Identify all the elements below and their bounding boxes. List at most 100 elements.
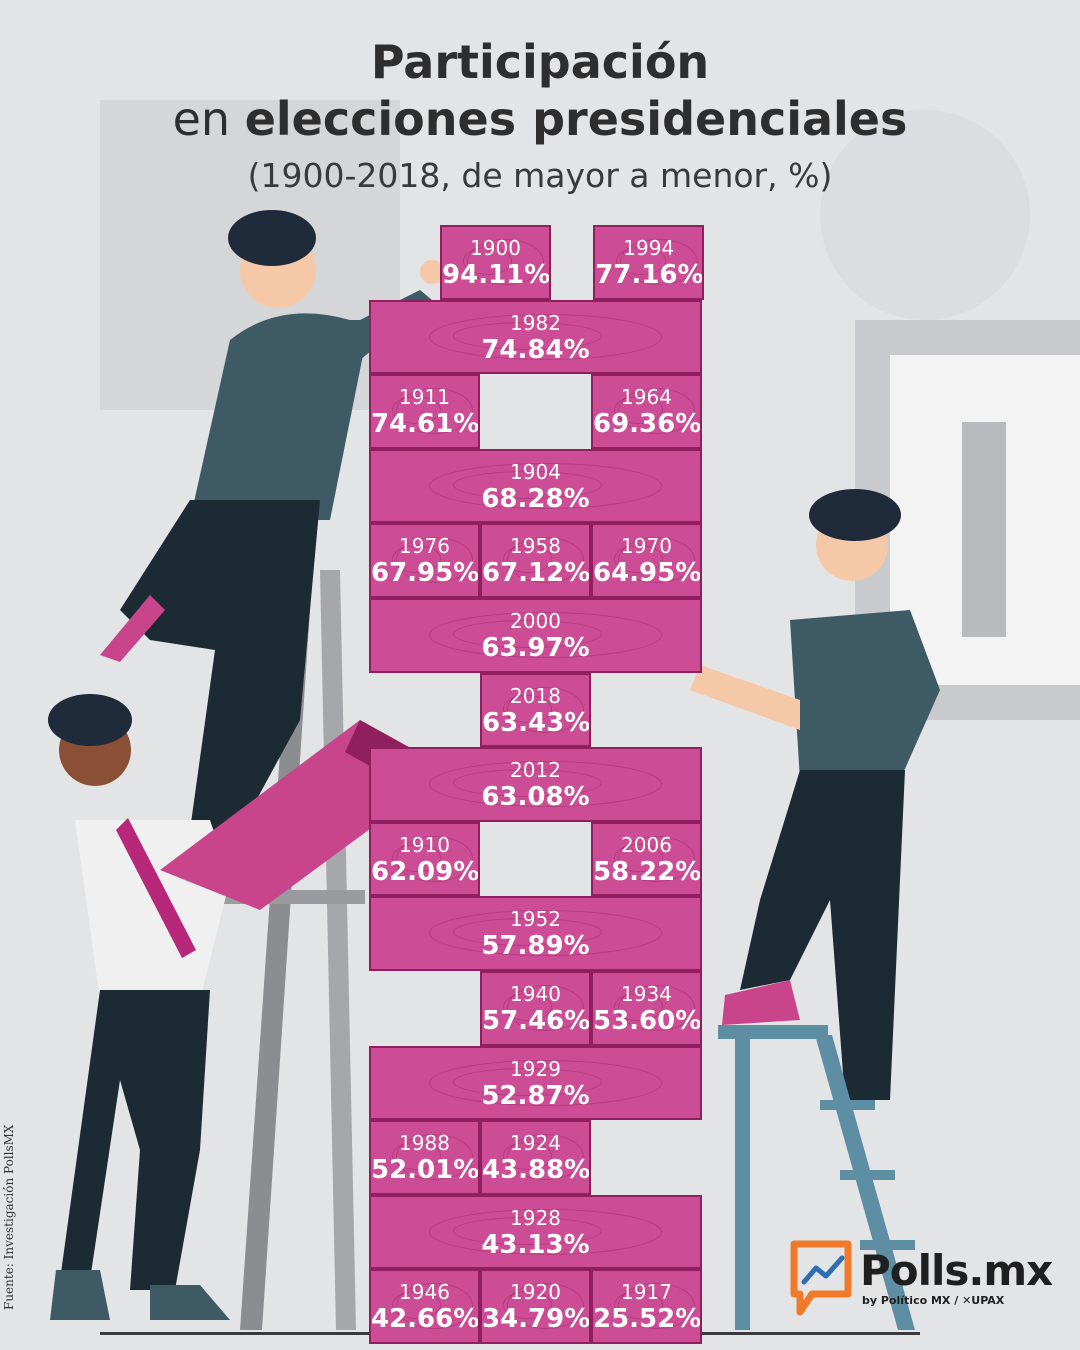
chart-title-line1: Participación [370, 35, 710, 89]
brick-grain [506, 686, 585, 733]
brick-1917: 1917 25.52% [591, 1269, 702, 1344]
brick-value-label: 68.28% [481, 483, 590, 514]
brick-value-label: 77.16% [595, 260, 704, 290]
brick-value-label: 63.43% [482, 707, 591, 738]
brick-1952: 1952 57.89% [369, 896, 702, 971]
pollsmx-logo: Polls.mx by Político MX / ✕UPAX [786, 1236, 1066, 1326]
brick-value-label: 63.97% [481, 633, 590, 663]
chart-title-prefix: en [172, 92, 245, 146]
title-block: Participación en elecciones presidencial… [0, 34, 1080, 202]
brick-year-label: 1952 [510, 907, 561, 932]
brick-1910: 1910 62.09% [369, 821, 480, 897]
brick-1964: 1964 69.36% [591, 374, 702, 449]
brick-grain [395, 388, 474, 435]
brick-grain [428, 761, 663, 808]
brick-grain [428, 313, 663, 360]
brick-1920: 1920 34.79% [480, 1269, 591, 1344]
brick-year-label: 1958 [510, 534, 561, 559]
brick-year-label: 1934 [621, 982, 672, 1006]
brick-grain [395, 537, 474, 584]
brick-1970: 1970 64.95% [591, 523, 702, 598]
brick-grain [619, 239, 698, 285]
brick-1911: 1911 74.61% [369, 374, 480, 449]
brick-year-label: 1917 [621, 1280, 672, 1305]
brick-1900: 1900 94.11% [440, 225, 552, 300]
brick-year-label: 2018 [510, 683, 561, 708]
brick-value-label: 34.79% [482, 1304, 591, 1335]
brick-year-label: 2000 [510, 609, 561, 633]
brick-1904: 1904 68.28% [369, 448, 702, 524]
brick-value-label: 69.36% [593, 409, 702, 440]
pollsmx-logo-icon [790, 1240, 852, 1316]
brick-year-label: 1946 [399, 1280, 450, 1305]
brick-year-label: 1964 [621, 385, 672, 410]
brick-1988: 1988 52.01% [369, 1120, 480, 1195]
brick-grain [395, 1134, 474, 1181]
brick-grain [395, 1283, 474, 1330]
logo-tagline: by Político MX / ✕UPAX [862, 1294, 1005, 1307]
background-frame-slot [962, 422, 1006, 637]
brick-2006: 2006 58.22% [591, 821, 702, 897]
brick-value-label: 63.08% [481, 782, 590, 813]
brick-1982: 1982 74.84% [369, 299, 702, 375]
brick-value-label: 53.60% [593, 1006, 702, 1036]
brick-year-label: 1910 [399, 832, 450, 857]
brick-year-label: 1904 [510, 459, 561, 484]
brick-grain [506, 985, 585, 1031]
brick-1958: 1958 67.12% [480, 523, 591, 598]
brick-2018: 2018 63.43% [480, 672, 591, 748]
brick-year-label: 1920 [510, 1280, 561, 1305]
brick-value-label: 43.13% [481, 1229, 590, 1260]
brick-value-label: 57.89% [481, 931, 590, 962]
brick-year-label: 2012 [510, 758, 561, 783]
brick-grain [466, 239, 545, 285]
logo-wordmark: Polls.mx [860, 1246, 1053, 1295]
chart-subtitle: (1900-2018, de mayor a menor, %) [247, 156, 833, 195]
brick-value-label: 67.12% [482, 558, 591, 589]
brick-grain [617, 835, 696, 882]
brick-value-label: 57.46% [482, 1006, 591, 1036]
right-ladder [718, 1025, 915, 1330]
brick-1976: 1976 67.95% [369, 523, 480, 598]
brick-grain [617, 537, 696, 584]
brick-year-label: 1940 [510, 982, 561, 1006]
brick-value-label: 62.09% [371, 856, 480, 887]
brick-2000: 2000 63.97% [369, 598, 702, 673]
brick-year-label: 1982 [510, 310, 561, 335]
brick-1924: 1924 43.88% [480, 1120, 591, 1195]
brick-1934: 1934 53.60% [591, 971, 702, 1046]
brick-year-label: 1911 [399, 385, 450, 410]
brick-year-label: 1924 [510, 1131, 561, 1156]
brick-grain [428, 910, 663, 957]
brick-grain [506, 1134, 585, 1181]
brick-grain [617, 985, 696, 1031]
brick-grain [395, 835, 474, 882]
brick-value-label: 52.01% [371, 1155, 480, 1186]
brick-grain [617, 1283, 696, 1330]
chart-title-line2: en elecciones presidenciales [0, 90, 1080, 148]
source-note: Fuente: Investigación PollsMX [2, 1124, 16, 1310]
brick-year-label: 2006 [621, 832, 672, 857]
brick-value-label: 74.84% [481, 334, 590, 365]
brick-2012: 2012 63.08% [369, 747, 702, 822]
brick-grain [617, 388, 696, 435]
brick-grain [506, 1283, 585, 1330]
brick-value-label: 58.22% [593, 856, 702, 887]
brick-1928: 1928 43.13% [369, 1194, 702, 1270]
brick-1940: 1940 57.46% [480, 971, 591, 1046]
brick-1946: 1946 42.66% [369, 1269, 480, 1344]
brick-1929: 1929 52.87% [369, 1045, 702, 1121]
brick-value-label: 42.66% [371, 1304, 480, 1335]
brick-value-label: 43.88% [482, 1155, 591, 1186]
background-clock [820, 110, 1030, 320]
brick-year-label: 1928 [510, 1205, 561, 1230]
brick-value-label: 52.87% [481, 1080, 590, 1111]
brick-year-label: 1976 [399, 534, 450, 559]
brick-value-label: 64.95% [593, 558, 702, 589]
brick-grain [428, 462, 663, 509]
brick-year-label: 1970 [621, 534, 672, 559]
brick-year-label: 1900 [470, 236, 521, 260]
brick-grain [428, 1059, 663, 1106]
brick-grain [428, 1208, 663, 1255]
